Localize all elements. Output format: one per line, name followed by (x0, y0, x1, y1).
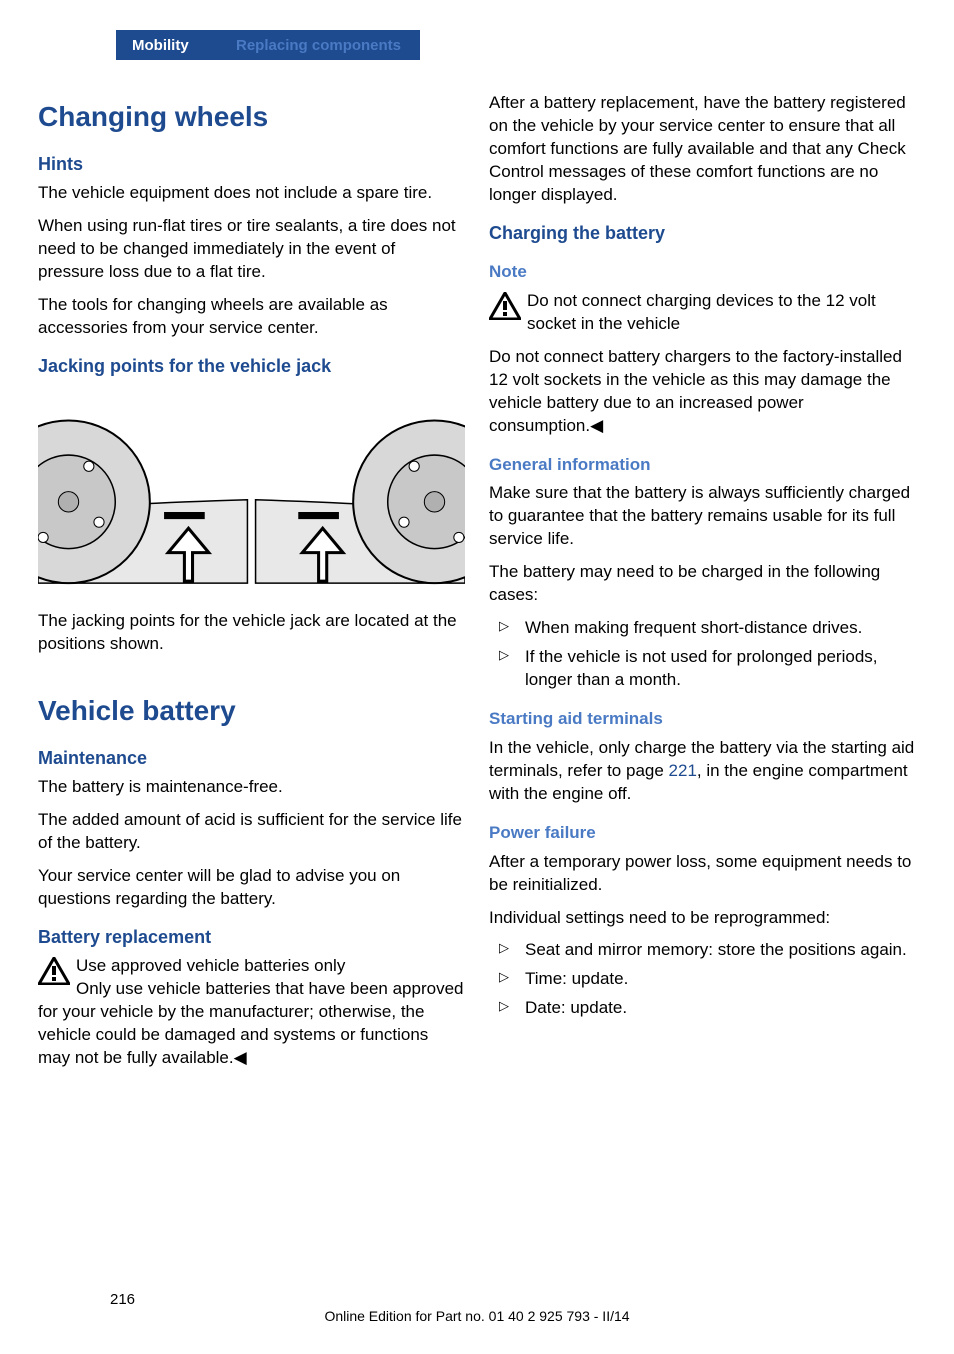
body-text: Your service center will be glad to advi… (38, 865, 465, 911)
page-number: 216 (110, 1291, 135, 1308)
body-text: The battery is maintenance-free. (38, 776, 465, 799)
warning-body: Only use vehicle batteries that have bee… (38, 979, 463, 1067)
body-text: The tools for changing wheels are availa… (38, 294, 465, 340)
body-text: The added amount of acid is sufficient f… (38, 809, 465, 855)
heading-battery-replacement: Battery replacement (38, 925, 465, 949)
header-section: Replacing components (236, 30, 401, 60)
figure-jacking-points (38, 390, 465, 593)
warning-title: Do not connect charging devices to the 1… (527, 291, 876, 333)
body-text: The battery may need to be charged in th… (489, 561, 916, 607)
bullet-list: When making frequent short-distance driv… (489, 617, 916, 692)
page-reference-link[interactable]: 221 (669, 761, 697, 780)
figure-caption: The jacking points for the vehicle jack … (38, 610, 465, 656)
heading-charging-battery: Charging the battery (489, 221, 916, 245)
subheading-general-info: General information (489, 454, 916, 477)
warning-block: Do not connect charging devices to the 1… (489, 290, 916, 336)
header-chapter: Mobility (116, 37, 189, 54)
body-text: When using run-flat tires or tire sealan… (38, 215, 465, 284)
body-text: Make sure that the battery is always suf… (489, 482, 916, 551)
warning-title: Use approved vehicle batteries only (76, 956, 345, 975)
body-text: Individual settings need to be reprogram… (489, 907, 916, 930)
subheading-power-failure: Power failure (489, 822, 916, 845)
body-text: The vehicle equipment does not include a… (38, 182, 465, 205)
heading-changing-wheels: Changing wheels (38, 98, 465, 136)
list-item: Seat and mirror memory: store the posi­t… (489, 939, 916, 962)
list-item: When making frequent short-distance driv… (489, 617, 916, 640)
subheading-note: Note (489, 261, 916, 284)
subheading-starting-aid: Starting aid terminals (489, 708, 916, 731)
warning-icon (38, 957, 70, 985)
bullet-list: Seat and mirror memory: store the posi­t… (489, 939, 916, 1020)
warning-block: Use approved vehicle batteries only Only… (38, 955, 465, 1070)
body-text: After a temporary power loss, some equip… (489, 851, 916, 897)
body-text: In the vehicle, only charge the battery … (489, 737, 916, 806)
warning-body: Do not connect battery chargers to the f… (489, 346, 916, 438)
body-text: After a battery replacement, have the ba… (489, 92, 916, 207)
list-item: Time: update. (489, 968, 916, 991)
heading-jacking-points: Jacking points for the vehicle jack (38, 354, 465, 378)
page-content: Changing wheels Hints The vehicle equipm… (38, 92, 916, 1264)
heading-vehicle-battery: Vehicle battery (38, 692, 465, 730)
list-item: If the vehicle is not used for prolonged… (489, 646, 916, 692)
footer-edition: Online Edition for Part no. 01 40 2 925 … (0, 1308, 954, 1324)
heading-hints: Hints (38, 152, 465, 176)
heading-maintenance: Maintenance (38, 746, 465, 770)
warning-icon (489, 292, 521, 320)
list-item: Date: update. (489, 997, 916, 1020)
